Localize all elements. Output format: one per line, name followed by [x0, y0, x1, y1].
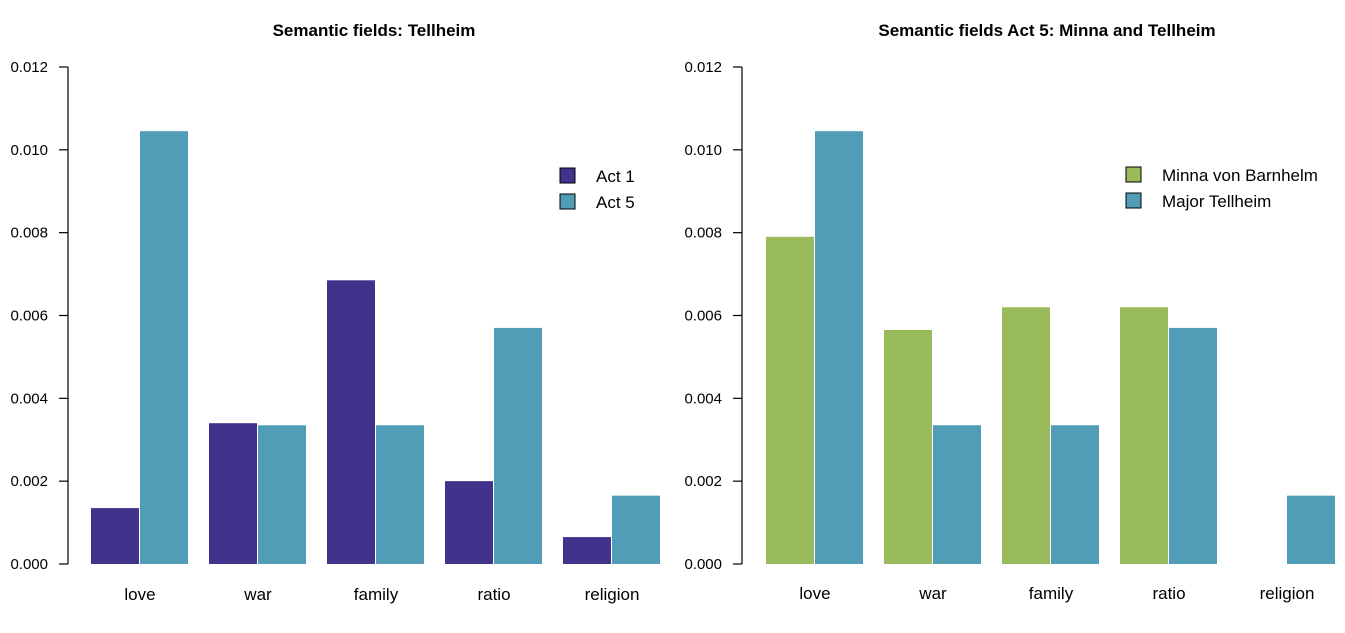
chart-title: Semantic fields Act 5: Minna and Tellhei…	[878, 21, 1215, 40]
legend-label: Major Tellheim	[1162, 192, 1271, 211]
bar-war-2	[258, 425, 306, 564]
bar-ratio-2	[1169, 327, 1217, 564]
bar-family-2	[1051, 425, 1099, 564]
y-tick-label: 0.010	[684, 142, 722, 159]
bar-family-1	[327, 280, 375, 564]
y-tick-label: 0.006	[684, 308, 722, 325]
x-tick-label-religion: religion	[585, 585, 640, 604]
legend-label: Act 1	[596, 167, 635, 186]
x-tick-label-love: love	[799, 584, 830, 603]
bar-religion-2	[1287, 495, 1335, 564]
bar-war-1	[209, 423, 257, 564]
y-tick-label: 0.004	[684, 390, 722, 407]
x-tick-label-war: war	[918, 584, 947, 603]
y-tick-label: 0.008	[10, 225, 48, 242]
bar-love-1	[766, 236, 814, 564]
y-tick-label: 0.006	[10, 308, 48, 325]
x-tick-label-family: family	[1029, 584, 1074, 603]
bar-war-2	[933, 425, 981, 564]
y-tick-label: 0.002	[10, 473, 48, 490]
y-tick-label: 0.000	[10, 556, 48, 573]
x-tick-label-war: war	[243, 585, 272, 604]
bar-ratio-1	[1120, 307, 1168, 564]
bar-ratio-2	[494, 327, 542, 564]
chart-title: Semantic fields: Tellheim	[273, 21, 476, 40]
x-tick-label-religion: religion	[1260, 584, 1315, 603]
legend-label: Minna von Barnhelm	[1162, 166, 1318, 185]
legend: Act 1 Act 5	[559, 167, 635, 212]
legend-swatch	[1125, 166, 1142, 183]
y-tick-label: 0.002	[684, 473, 722, 490]
x-tick-label-love: love	[124, 585, 155, 604]
y-tick-label: 0.012	[684, 59, 722, 76]
x-tick-label-ratio: ratio	[1152, 584, 1185, 603]
chart-panel-2: Semantic fields Act 5: Minna and Tellhei…	[684, 21, 1335, 603]
y-tick-label: 0.010	[10, 142, 48, 159]
legend: Minna von Barnhelm Major Tellheim	[1125, 166, 1318, 211]
bar-family-2	[376, 425, 424, 564]
bar-love-1	[91, 508, 139, 564]
legend-swatch	[1125, 192, 1142, 209]
bar-war-1	[884, 329, 932, 564]
legend-label: Act 5	[596, 193, 635, 212]
y-tick-label: 0.004	[10, 390, 48, 407]
bar-family-1	[1002, 307, 1050, 564]
bar-religion-1	[563, 537, 611, 564]
y-tick-label: 0.008	[684, 225, 722, 242]
bar-ratio-1	[445, 481, 493, 564]
chart-panel-1: Semantic fields: Tellheim 0.000 0.002 0.004…	[10, 21, 660, 604]
x-tick-label-family: family	[354, 585, 399, 604]
y-tick-label: 0.012	[10, 59, 48, 76]
bar-love-2	[815, 131, 863, 564]
bar-religion-2	[612, 495, 660, 564]
y-tick-label: 0.000	[684, 556, 722, 573]
bar-love-2	[140, 131, 188, 564]
x-tick-label-ratio: ratio	[477, 585, 510, 604]
legend-swatch	[559, 193, 576, 210]
legend-swatch	[559, 167, 576, 184]
